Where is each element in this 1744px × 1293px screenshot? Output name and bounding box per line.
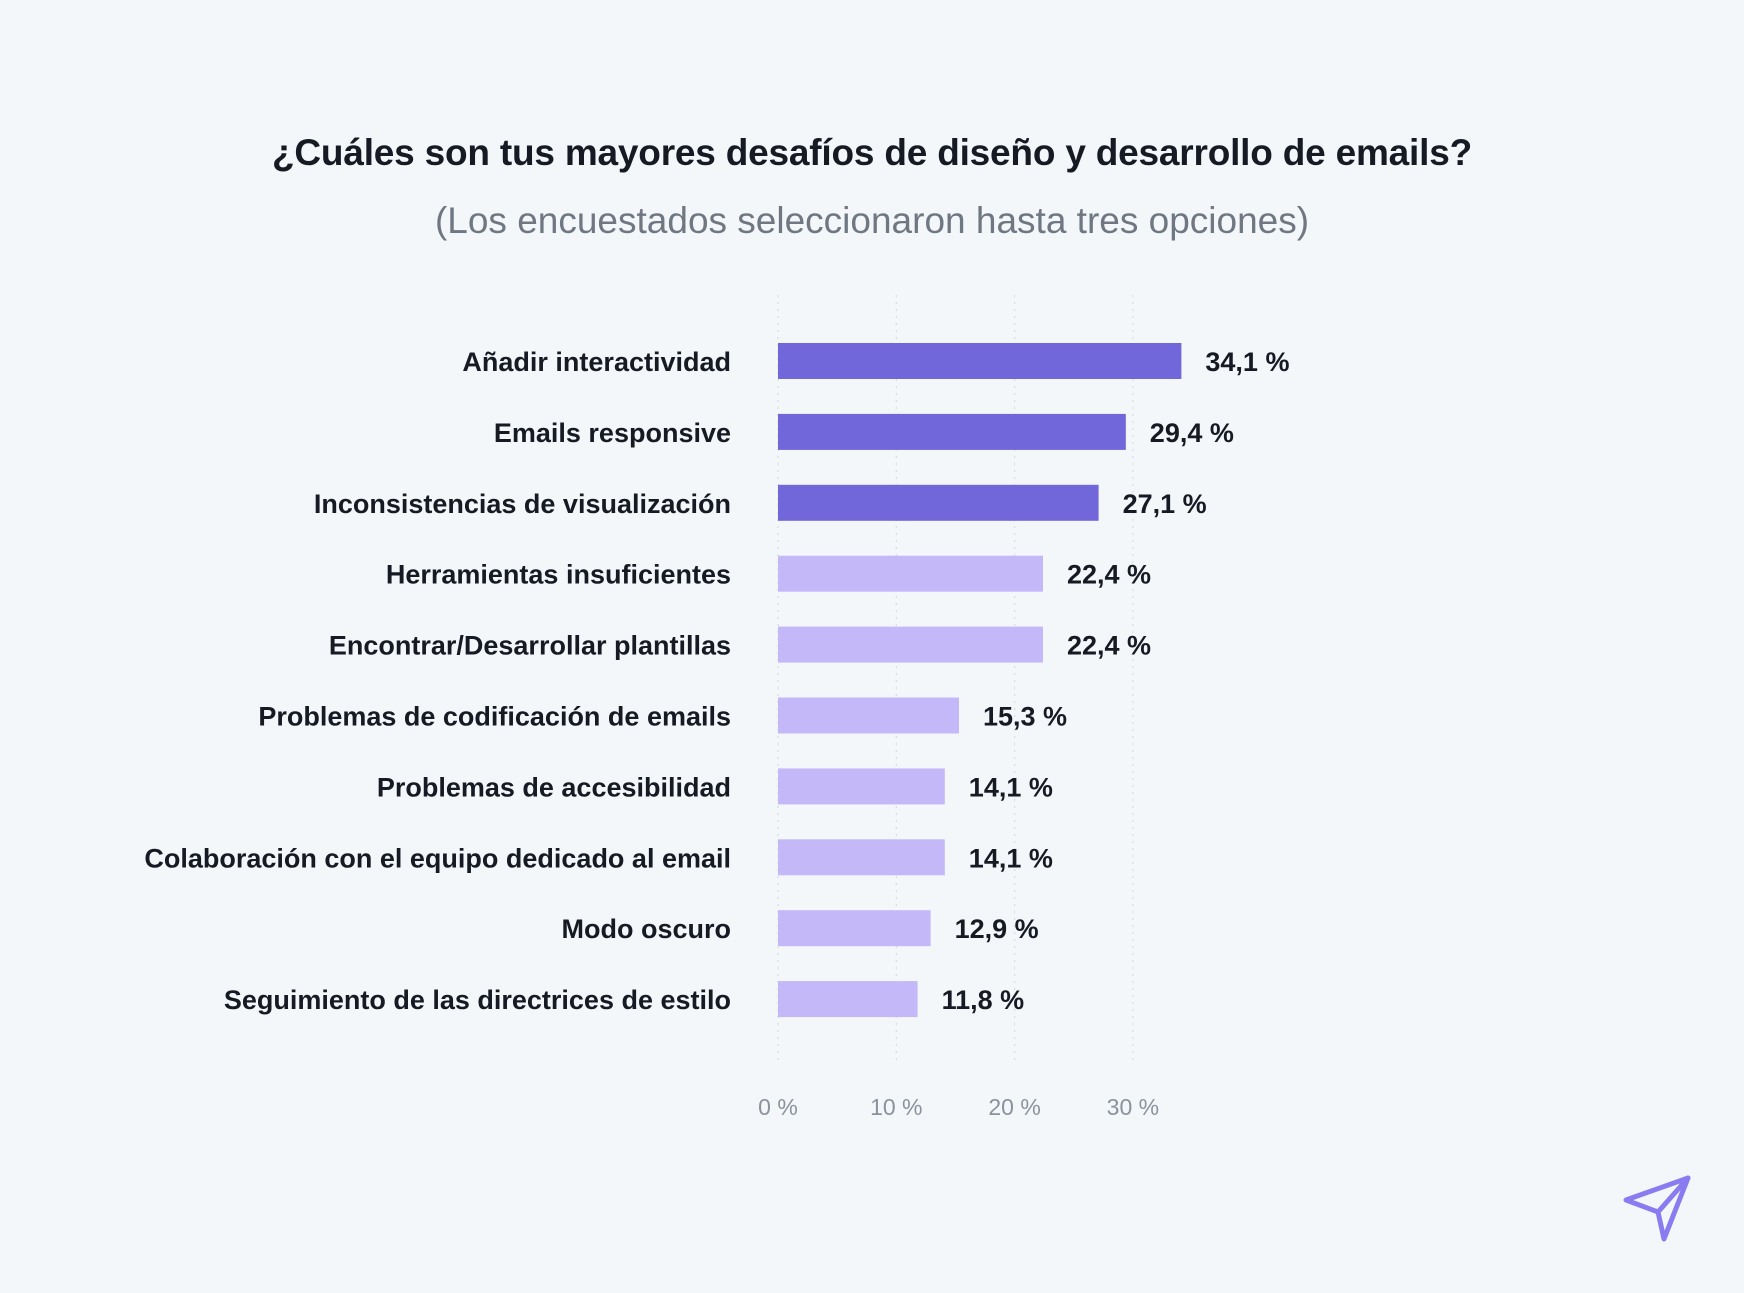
category-label: Inconsistencias de visualización [314,489,731,519]
bar [778,484,1099,521]
category-label: Herramientas insuficientes [386,560,731,590]
x-tick-label: 20 % [988,1094,1040,1120]
category-label: Modo oscuro [562,914,732,944]
category-label: Problemas de accesibilidad [377,772,731,802]
category-label: Seguimiento de las directrices de estilo [224,985,731,1015]
bar [778,697,959,734]
chart-subtitle: (Los encuestados seleccionaron hasta tre… [434,200,1310,241]
paper-plane-icon [1623,1175,1691,1242]
bar [778,343,1182,379]
bar [778,768,945,805]
value-label: 29,4 % [1150,418,1234,448]
category-label: Añadir interactividad [462,347,731,377]
value-label: 22,4 % [1067,560,1151,590]
value-label: 34,1 % [1205,347,1289,377]
value-label: 12,9 % [955,914,1039,944]
value-label: 14,1 % [969,772,1053,802]
bar [778,981,918,1018]
value-label: 11,8 % [942,985,1025,1015]
x-tick-label: 10 % [870,1094,922,1120]
x-tick-label: 0 % [758,1094,798,1120]
bar [778,839,945,876]
value-label: 27,1 % [1123,489,1207,519]
bar [778,626,1043,663]
chart-title: ¿Cuáles son tus mayores desafíos de dise… [272,132,1472,173]
bar [778,413,1126,450]
value-label: 15,3 % [983,702,1067,732]
value-label: 22,4 % [1067,631,1151,661]
bar [778,910,931,947]
category-label: Problemas de codificación de emails [258,702,731,732]
category-label: Colaboración con el equipo dedicado al e… [144,843,731,873]
value-label: 14,1 % [969,843,1053,873]
category-label: Encontrar/Desarrollar plantillas [329,631,731,661]
bar [778,555,1043,592]
category-label: Emails responsive [494,418,731,448]
x-tick-label: 30 % [1107,1094,1159,1120]
